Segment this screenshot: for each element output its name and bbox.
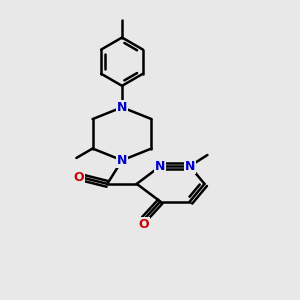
- Text: N: N: [184, 160, 195, 173]
- Text: N: N: [117, 101, 127, 114]
- Text: N: N: [155, 160, 166, 173]
- Text: N: N: [117, 154, 127, 167]
- Text: N: N: [117, 154, 127, 167]
- Text: O: O: [73, 172, 84, 184]
- Text: N: N: [184, 160, 195, 173]
- Text: O: O: [139, 218, 149, 231]
